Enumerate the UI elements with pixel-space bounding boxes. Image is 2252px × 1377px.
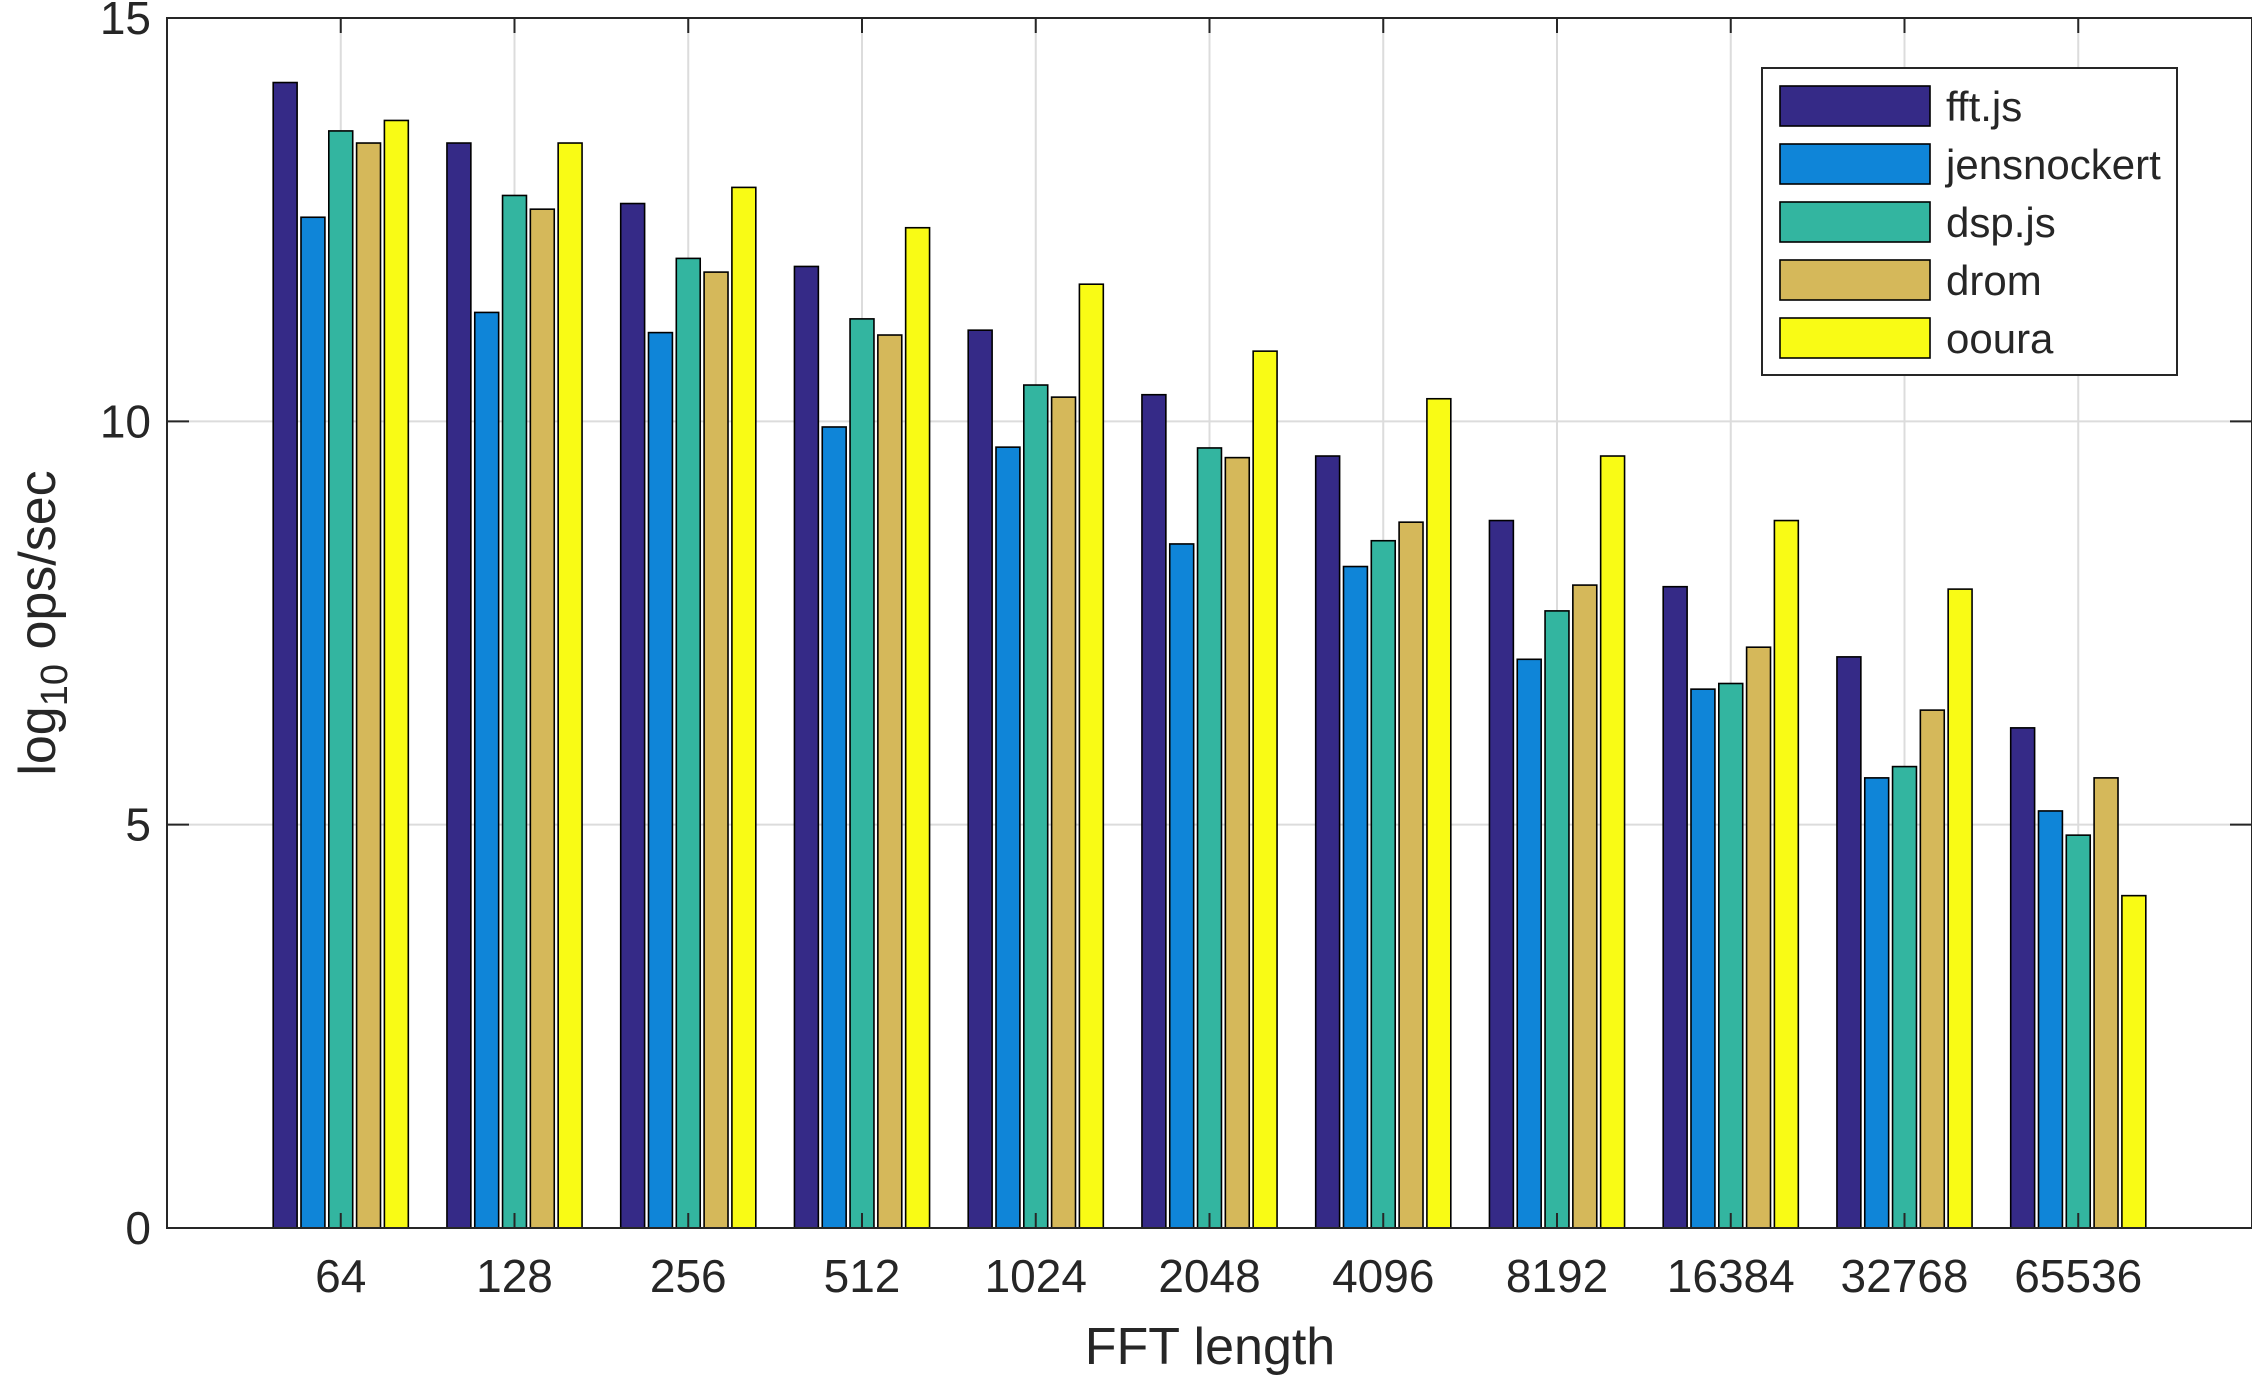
bar-ooura-1024 [1078, 283, 1105, 1229]
legend-swatch-ooura [1779, 317, 1931, 359]
bar-dsp-js-4096 [1370, 539, 1397, 1229]
bar-dsp-js-65536 [2065, 834, 2092, 1229]
x-tick-label: 16384 [1667, 1250, 1795, 1302]
legend-label: fft.js [1946, 83, 2022, 130]
bar-jensnockert-65536 [2037, 810, 2064, 1229]
legend-label: jensnockert [1944, 141, 2161, 188]
bar-fft-js-8192 [1488, 519, 1515, 1229]
y-axis-label-subscript: 10 [34, 664, 76, 706]
bar-dsp-js-256 [675, 257, 702, 1229]
bar-drom-65536 [2093, 777, 2119, 1229]
bar-ooura-2048 [1252, 350, 1278, 1229]
bar-drom-8192 [1572, 584, 1598, 1229]
bar-jensnockert-16384 [1690, 688, 1716, 1229]
bar-drom-256 [703, 271, 729, 1229]
bar-jensnockert-2048 [1168, 543, 1195, 1229]
bar-dsp-js-16384 [1718, 682, 1744, 1229]
bar-ooura-64 [383, 119, 410, 1229]
bar-jensnockert-64 [300, 216, 326, 1229]
bar-dsp-js-2048 [1196, 447, 1223, 1229]
bar-drom-64 [355, 142, 382, 1229]
legend-swatch-fft-js [1779, 85, 1931, 127]
x-tick-label: 1024 [985, 1250, 1087, 1302]
bar-fft-js-1024 [967, 329, 993, 1229]
bar-jensnockert-256 [647, 331, 674, 1229]
bar-ooura-16384 [1773, 519, 1800, 1229]
bar-dsp-js-8192 [1544, 610, 1570, 1229]
bar-fft-js-2048 [1141, 393, 1167, 1229]
bar-drom-32768 [1919, 709, 1946, 1229]
bar-fft-js-128 [446, 142, 472, 1229]
y-tick-label: 10 [100, 395, 151, 447]
x-tick-label: 512 [824, 1250, 901, 1302]
bar-fft-js-16384 [1662, 585, 1688, 1229]
bar-drom-1024 [1050, 396, 1077, 1229]
bar-fft-js-4096 [1314, 455, 1341, 1229]
bar-dsp-js-64 [327, 130, 354, 1229]
x-tick-label: 256 [650, 1250, 727, 1302]
x-tick-label: 65536 [2014, 1250, 2142, 1302]
x-tick-label: 2048 [1158, 1250, 1260, 1302]
x-tick-label: 128 [476, 1250, 553, 1302]
bar-drom-16384 [1745, 646, 1772, 1229]
x-tick-label: 32768 [1841, 1250, 1969, 1302]
legend-label: drom [1946, 257, 2042, 304]
bar-dsp-js-512 [849, 318, 875, 1229]
bar-fft-js-65536 [2009, 727, 2036, 1229]
bar-jensnockert-1024 [995, 446, 1021, 1229]
y-tick-label: 0 [125, 1202, 151, 1254]
bar-jensnockert-8192 [1516, 658, 1542, 1229]
y-axis-label-rest: ops/sec [9, 470, 67, 664]
legend-swatch-dsp-js [1779, 201, 1931, 243]
bar-dsp-js-128 [501, 194, 528, 1229]
bar-drom-512 [877, 334, 903, 1229]
bar-jensnockert-128 [473, 311, 500, 1229]
bar-drom-2048 [1224, 456, 1251, 1229]
bar-fft-js-64 [272, 81, 298, 1229]
bar-jensnockert-512 [821, 426, 847, 1229]
bar-jensnockert-32768 [1863, 777, 1890, 1229]
bar-fft-js-256 [619, 202, 646, 1229]
x-tick-label: 64 [315, 1250, 366, 1302]
bar-dsp-js-32768 [1891, 765, 1918, 1229]
legend-label: ooura [1946, 315, 2054, 362]
bar-ooura-128 [557, 142, 583, 1229]
axis-ticks: 64 128 256 512 1024 2048 4096 8192 16384 32768 655… [100, 0, 2252, 1302]
bar-ooura-4096 [1426, 397, 1452, 1229]
legend-swatch-jensnockert [1779, 143, 1931, 185]
bar-fft-js-512 [793, 265, 820, 1229]
bar-ooura-32768 [1947, 588, 1973, 1229]
bar-dsp-js-1024 [1022, 384, 1049, 1229]
x-tick-label: 8192 [1506, 1250, 1608, 1302]
bar-ooura-256 [731, 186, 757, 1229]
bar-jensnockert-4096 [1342, 565, 1369, 1229]
legend: fft.js jensnockert dsp.js drom ooura [1761, 67, 2178, 376]
y-tick-label: 5 [125, 799, 151, 851]
bar-drom-4096 [1398, 521, 1424, 1229]
y-axis-label-base: log [9, 706, 67, 775]
bar-drom-128 [529, 208, 556, 1229]
y-tick-label: 15 [100, 0, 151, 44]
y-axis-label: log10 ops/sec [9, 470, 76, 775]
bar-ooura-65536 [2121, 894, 2147, 1229]
legend-swatch-drom [1779, 259, 1931, 301]
x-tick-label: 4096 [1332, 1250, 1434, 1302]
bar-fft-js-32768 [1836, 656, 1862, 1229]
x-axis-label: FFT length [1085, 1318, 1335, 1376]
legend-label: dsp.js [1946, 199, 2056, 246]
bar-ooura-512 [904, 226, 931, 1229]
bar-ooura-8192 [1599, 455, 1626, 1229]
